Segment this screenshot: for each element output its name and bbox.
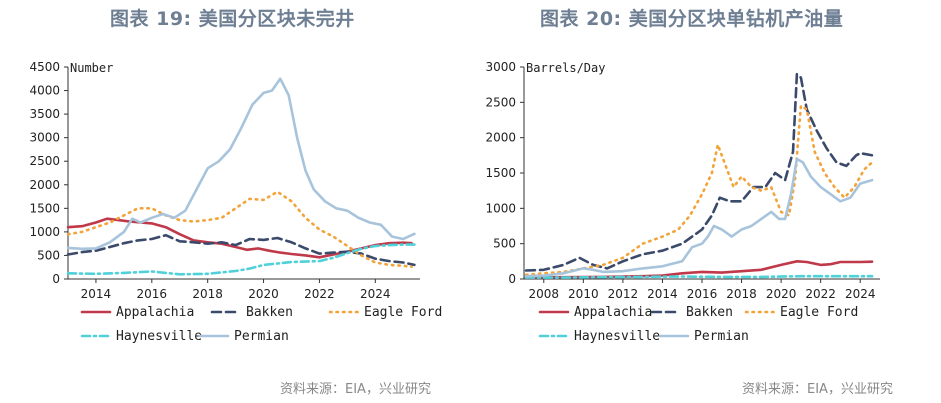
legend-label-haynesville: Haynesville [116, 329, 202, 344]
x-tick-label: 2014 [647, 287, 678, 301]
x-tick-label: 2008 [529, 287, 560, 301]
series-line-appalachia [66, 217, 413, 259]
x-tick-label: 2016 [137, 287, 168, 301]
x-tick-label: 2024 [360, 287, 391, 301]
legend-label-appalachia: Appalachia [116, 305, 194, 320]
y-tick-label: 4500 [29, 60, 60, 74]
y-tick-label: 3000 [485, 60, 516, 74]
x-tick-label: 2010 [568, 287, 599, 301]
y-tick-label: 4000 [29, 84, 60, 98]
series-line-eagle-ford [66, 190, 413, 269]
x-tick-label: 2012 [608, 287, 639, 301]
x-tick-label: 2014 [81, 287, 112, 301]
chart-20-title: 图表 20: 美国分区块单钻机产油量 [540, 8, 844, 30]
legend-label-permian: Permian [234, 329, 289, 344]
y-tick-label: 2000 [485, 131, 516, 145]
chart-19-title: 图表 19: 美国分区块未完井 [110, 8, 355, 30]
x-tick-label: 2018 [726, 287, 757, 301]
x-tick-label: 2020 [248, 287, 279, 301]
series-line-permian [66, 77, 416, 251]
x-tick-label: 2022 [805, 287, 836, 301]
x-tick-label: 2024 [845, 287, 876, 301]
y-tick-label: 0 [508, 272, 516, 286]
y-tick-label: 2000 [29, 178, 60, 192]
y-tick-label: 500 [37, 248, 60, 262]
series-line-eagle-ford [524, 104, 874, 277]
y-tick-label: 2500 [29, 154, 60, 168]
legend-label-permian: Permian [694, 329, 749, 344]
x-tick-label: 2020 [766, 287, 797, 301]
y-tick-label: 1000 [485, 201, 516, 215]
source-note-left: 资料来源：EIA，兴业研究 [280, 382, 431, 397]
series-line-bakken [524, 72, 874, 272]
legend-label-bakken: Bakken [686, 305, 733, 320]
chart-20-production-per-rig: 0 500 1000 1500 2000 2500 3000 2008 2010 2012 2014… [485, 60, 880, 344]
y-tick-label: 3500 [29, 107, 60, 121]
y-tick-label: 3000 [29, 131, 60, 145]
y-tick-label: 0 [52, 272, 60, 286]
y-tick-label: 1000 [29, 225, 60, 239]
legend-label-appalachia: Appalachia [574, 305, 652, 320]
legend-label-eagle-ford: Eagle Ford [364, 305, 442, 320]
legend-label-eagle-ford: Eagle Ford [780, 305, 858, 320]
chart-19-uncompleted-wells: 0 500 1000 1500 2000 2500 3000 3500 4000 4500 2014… [29, 60, 442, 344]
series-line-permian [524, 157, 874, 278]
y-axis-unit-label: Number [70, 61, 113, 75]
y-tick-label: 1500 [29, 201, 60, 215]
series-line-haynesville [66, 243, 416, 276]
y-tick-label: 2500 [485, 95, 516, 109]
x-tick-label: 2022 [304, 287, 335, 301]
y-tick-label: 500 [493, 237, 516, 251]
y-tick-label: 1500 [485, 166, 516, 180]
legend-label-haynesville: Haynesville [574, 329, 660, 344]
x-tick-label: 2018 [192, 287, 223, 301]
x-tick-label: 2016 [687, 287, 718, 301]
series-line-bakken [66, 233, 416, 267]
source-note-right: 资料来源：EIA，兴业研究 [742, 382, 893, 397]
y-axis-unit-label: Barrels/Day [526, 61, 605, 75]
series-line-haynesville [524, 274, 874, 279]
legend-label-bakken: Bakken [246, 305, 293, 320]
